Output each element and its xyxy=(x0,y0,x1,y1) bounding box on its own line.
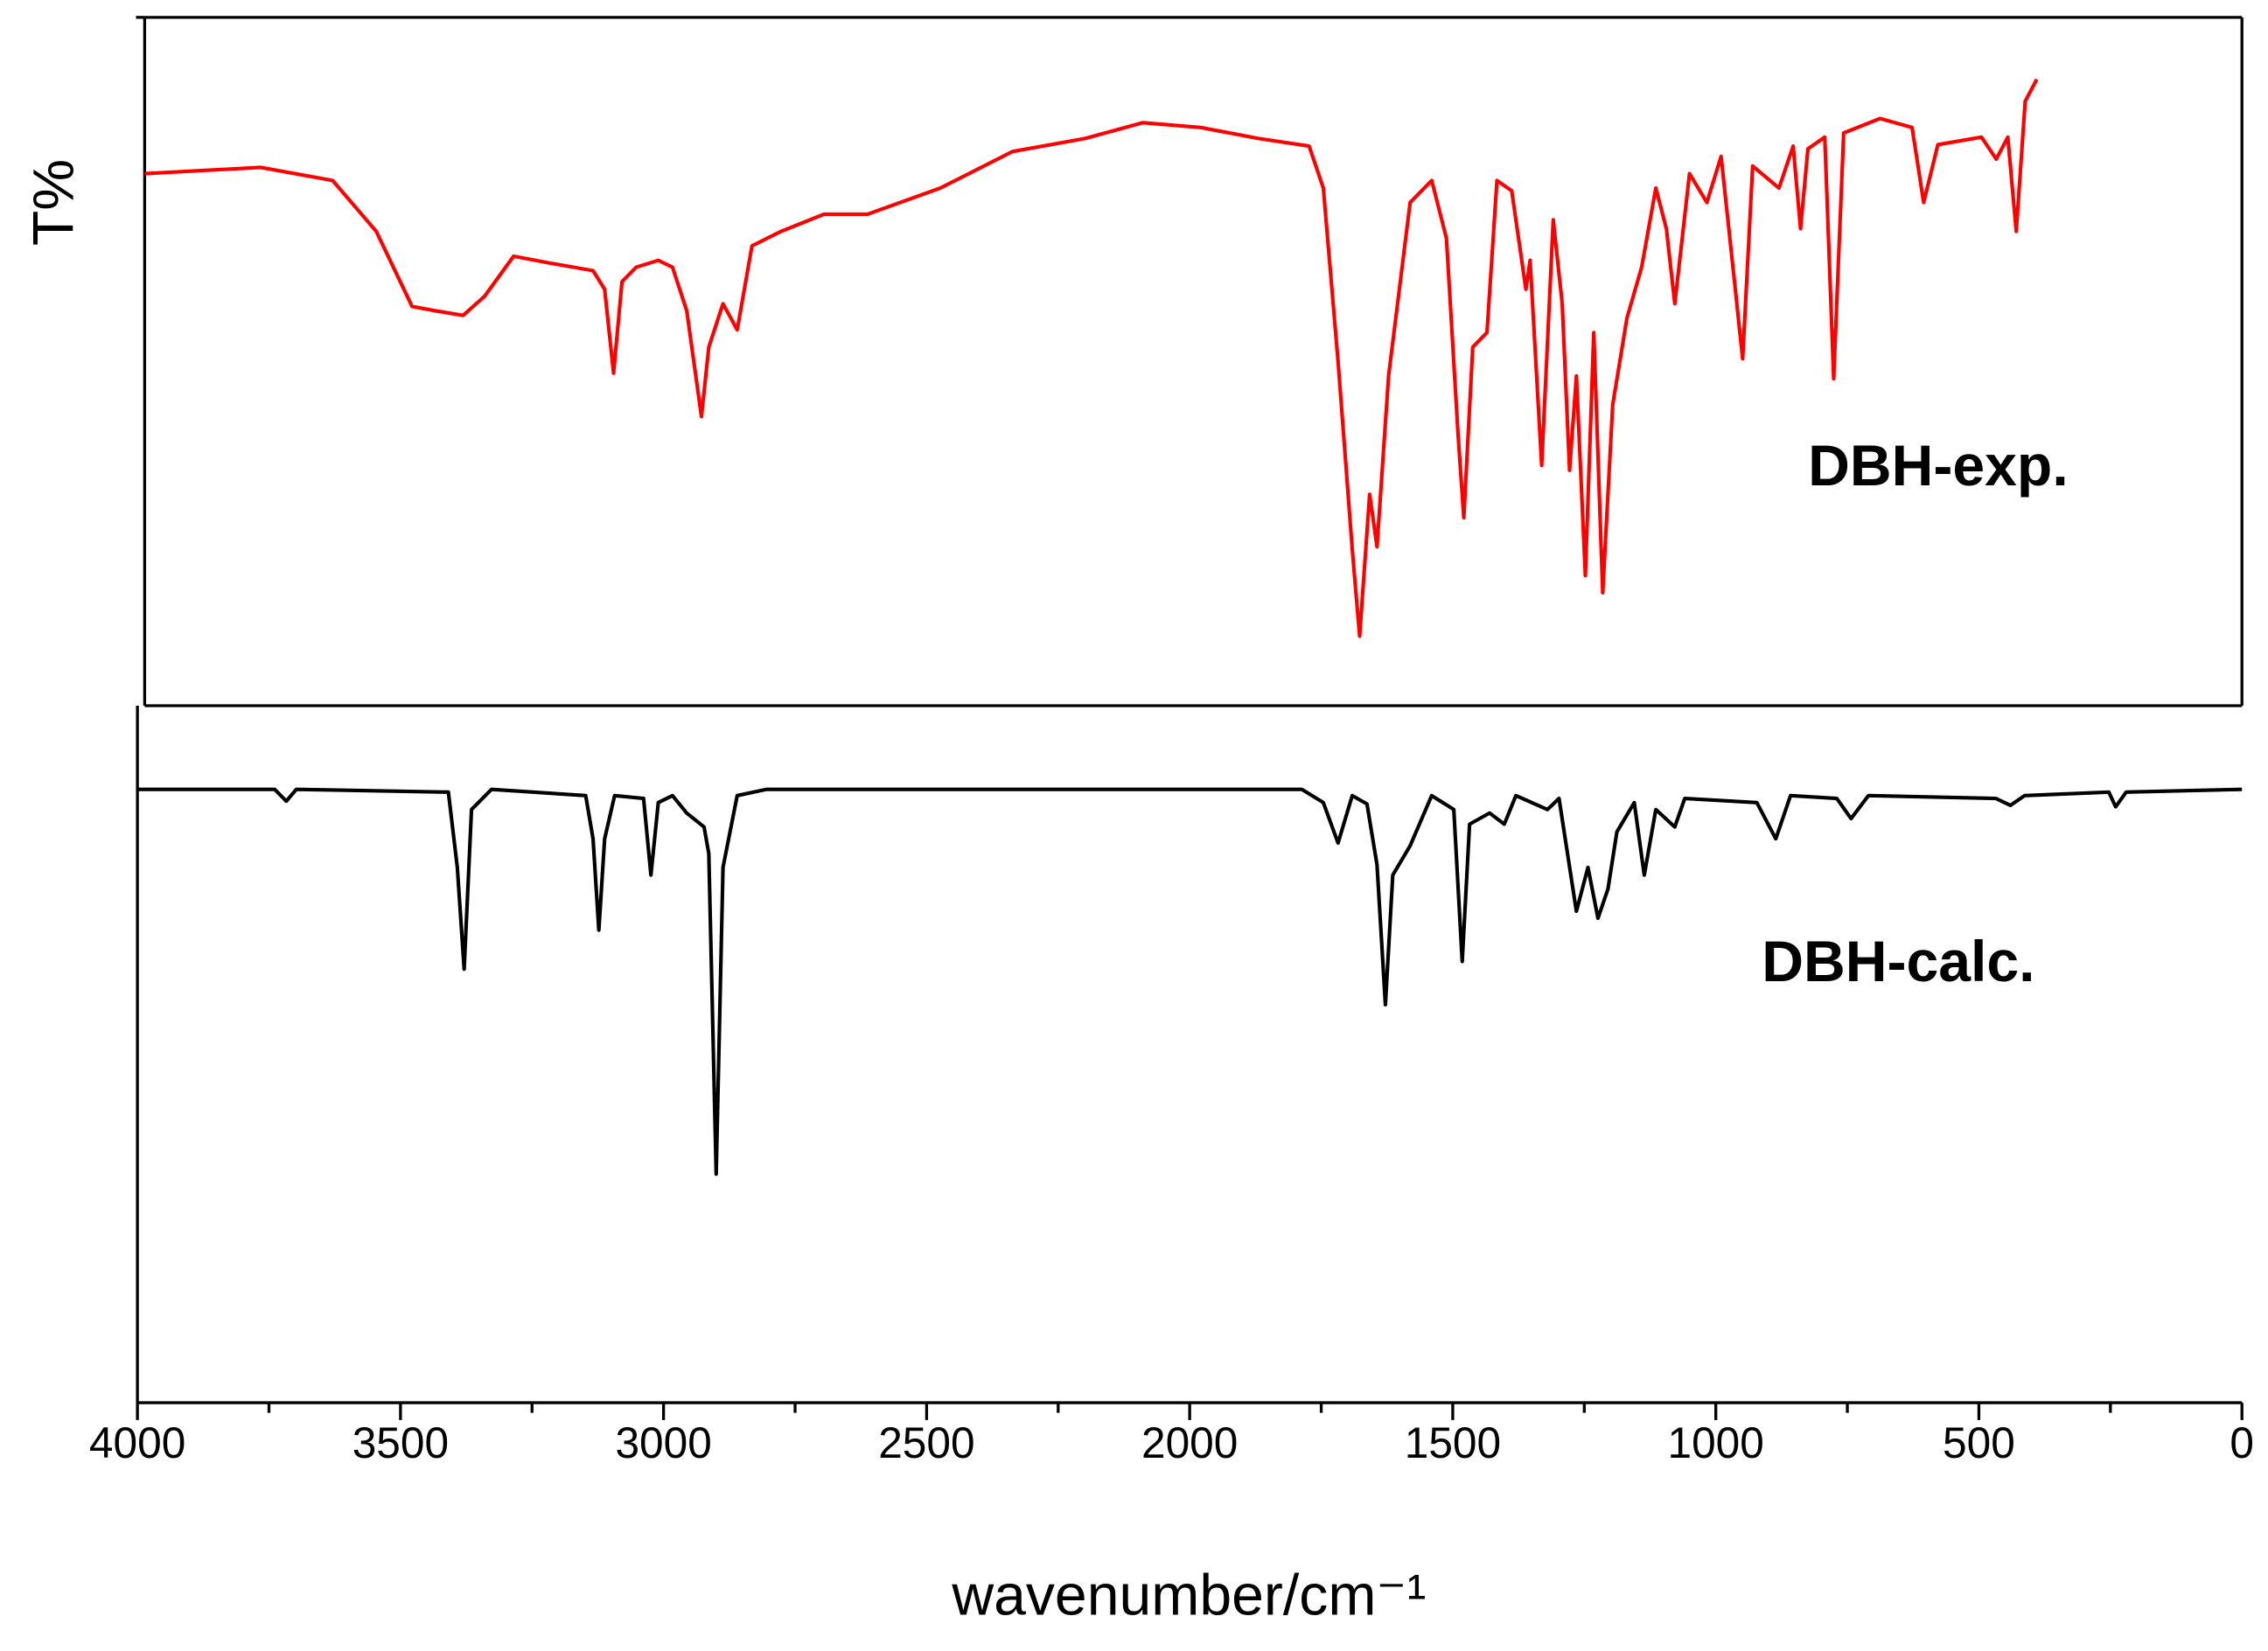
x-tick-label: 500 xyxy=(1943,1418,2015,1467)
series-label: DBH-exp. xyxy=(1808,434,2069,498)
x-tick-label: 0 xyxy=(2230,1418,2254,1467)
spectrum-line xyxy=(137,787,2243,1176)
x-axis-label: wavenumber/cm⁻¹ xyxy=(951,1563,1426,1627)
x-tick-label: 1000 xyxy=(1668,1418,1764,1467)
x-tick-label: 3500 xyxy=(352,1418,449,1467)
x-tick-label: 2500 xyxy=(878,1418,974,1467)
spectrum-line xyxy=(144,78,2039,638)
x-tick-label: 2000 xyxy=(1141,1418,1238,1467)
series-label: DBH-calc. xyxy=(1762,930,2034,994)
x-tick-label: 1500 xyxy=(1405,1418,1501,1467)
x-tick-label: 4000 xyxy=(89,1418,185,1467)
y-axis-label: T% xyxy=(22,159,87,246)
x-tick-label: 3000 xyxy=(615,1418,711,1467)
